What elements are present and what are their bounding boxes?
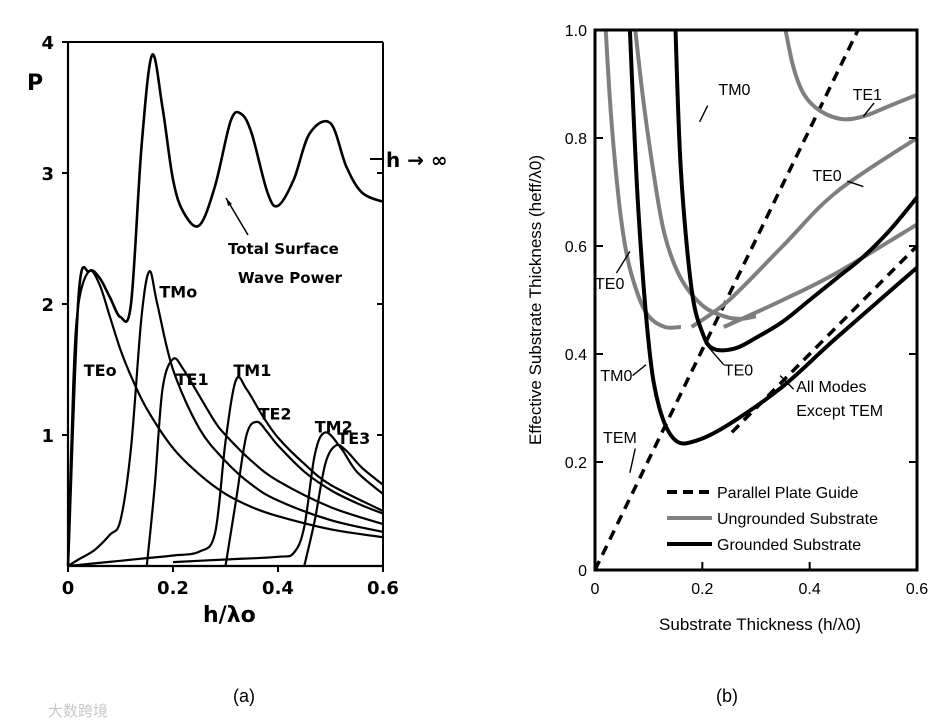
panel-a-series-te1 [145, 357, 384, 567]
panel-b-annotation: TE0 [595, 276, 624, 293]
panel-b-annotation: TM0 [718, 82, 750, 99]
panel-b-annotation-leader [699, 105, 709, 123]
panel-b-y-tick-label: 0.6 [565, 239, 587, 256]
panel-a-mode-label: TEo [84, 361, 117, 380]
panel-b-legend: Parallel Plate Guide Ungrounded Substrate… [667, 485, 878, 554]
panel-b-x-tick-label: 0.6 [906, 581, 928, 598]
panel-b-annotation: TE0 [724, 363, 753, 380]
panel-b-y-tick-label: 0.4 [565, 347, 587, 364]
panel-a-annotation-arrowhead [226, 198, 232, 206]
panel-b-frame [593, 28, 919, 572]
panel-b: 0 0.2 0.4 0.6 0 0.2 0.4 0.6 0.8 1.0 Substrate Thi… [526, 23, 928, 634]
panel-b-x-tick-label: 0 [591, 581, 600, 598]
panel-b-x-tick-label: 0.4 [799, 581, 821, 598]
panel-b-annotation: All Modes [796, 379, 866, 396]
panel-a-mode-label: TMo [159, 282, 197, 301]
caption-b: (b) [716, 686, 738, 706]
panel-b-series-ungrounded-te0 [690, 136, 919, 329]
panel-b-annotation-leader [632, 364, 647, 377]
panel-a-series-teo [66, 269, 384, 567]
panel-a-y-tick-label: 1 [41, 426, 54, 447]
panel-a-annotation-line2: Wave Power [238, 269, 343, 287]
panel-b-series-ungrounded-te0-left- [603, 29, 682, 330]
panel-b-series-grounded-tm0 [627, 29, 919, 446]
panel-a-x-tick-label: 0.2 [157, 578, 189, 599]
panel-a-series-te2 [224, 420, 384, 567]
panel-a-y-tick-label: 2 [41, 295, 54, 316]
legend-label: Parallel Plate Guide [717, 485, 859, 502]
panel-b-annotation-leader [704, 342, 725, 366]
panel-b-y-label: Effective Substrate Thickness (heff/λ0) [526, 155, 545, 445]
panel-b-annotation: TM0 [600, 368, 632, 385]
panel-a-y-tick-label: 4 [41, 33, 54, 54]
legend-label: Ungrounded Substrate [717, 511, 878, 528]
panel-a-mode-label: TM2 [315, 417, 353, 436]
panel-b-y-tick-label: 0.2 [565, 455, 587, 472]
panel-b-annotation: Except TEM [796, 403, 883, 420]
legend-label: Grounded Substrate [717, 537, 861, 554]
panel-b-series-parallel-plate-guide-all-modes-except-tem- [730, 244, 919, 434]
panel-b-x-tick-label: 0.2 [691, 581, 713, 598]
panel-a-mode-label: TE2 [259, 404, 292, 423]
panel-b-annotation: TEM [603, 430, 637, 447]
panel-b-series-grounded-te0 [673, 29, 919, 353]
panel-b-series-parallel-plate-guide-tem- [593, 29, 860, 571]
panel-b-annotation-leader [779, 375, 795, 390]
caption-a: (a) [233, 686, 255, 706]
panel-b-y-tick-label: 1.0 [565, 23, 587, 40]
panel-b-annotation: TE0 [812, 168, 841, 185]
panel-a-series-te3 [303, 443, 384, 567]
panel-b-series-ungrounded-tm0 [633, 29, 757, 321]
panel-b-annotation-leader [847, 180, 864, 188]
panel-a-series-total-surface-wave-power [66, 53, 384, 567]
panel-b-annotation-leader [629, 448, 636, 473]
panel-b-annotation: TE1 [853, 87, 882, 104]
panel-b-annotation-leader [615, 251, 631, 274]
panel-a-y-tick-label: 3 [41, 164, 54, 185]
panel-a-series-tm1 [67, 375, 384, 568]
watermark: 大数跨境 [48, 702, 108, 720]
panel-a-x-label: h/λo [203, 603, 256, 628]
panel-b-y-tick-label: 0.8 [565, 131, 587, 148]
panel-a-x-tick-label: 0.4 [262, 578, 294, 599]
panel-a-x-tick-label: 0 [62, 578, 75, 599]
panel-a-mode-label: TE1 [176, 370, 209, 389]
panel-b-x-label: Substrate Thickness (h/λ0) [659, 615, 861, 634]
panel-a-mode-label: TE3 [337, 429, 370, 448]
panel-b-series-group [593, 29, 919, 571]
panel-b-series-ungrounded-substrate-high- [722, 222, 919, 329]
panel-b-series-ungrounded-te1 [783, 29, 918, 122]
panel-b-y-tick-label: 0 [578, 563, 587, 580]
panel-b-annotation-leader [862, 102, 875, 117]
panel-a-x-tick-label: 0.6 [367, 578, 399, 599]
panel-a: 0 0.2 0.4 0.6 1 2 3 4 P h → ∞ Total Surface Wav… [27, 33, 448, 628]
panel-a-asymptote-label: h → ∞ [386, 148, 448, 172]
panel-a-series-group [66, 53, 384, 568]
panel-a-series-tmo [67, 270, 384, 567]
panel-a-y-label: P [27, 71, 43, 96]
panel-a-series-tm2 [172, 431, 384, 564]
panel-a-mode-label: TM1 [233, 361, 271, 380]
panel-a-annotation-line1: Total Surface [228, 240, 339, 258]
